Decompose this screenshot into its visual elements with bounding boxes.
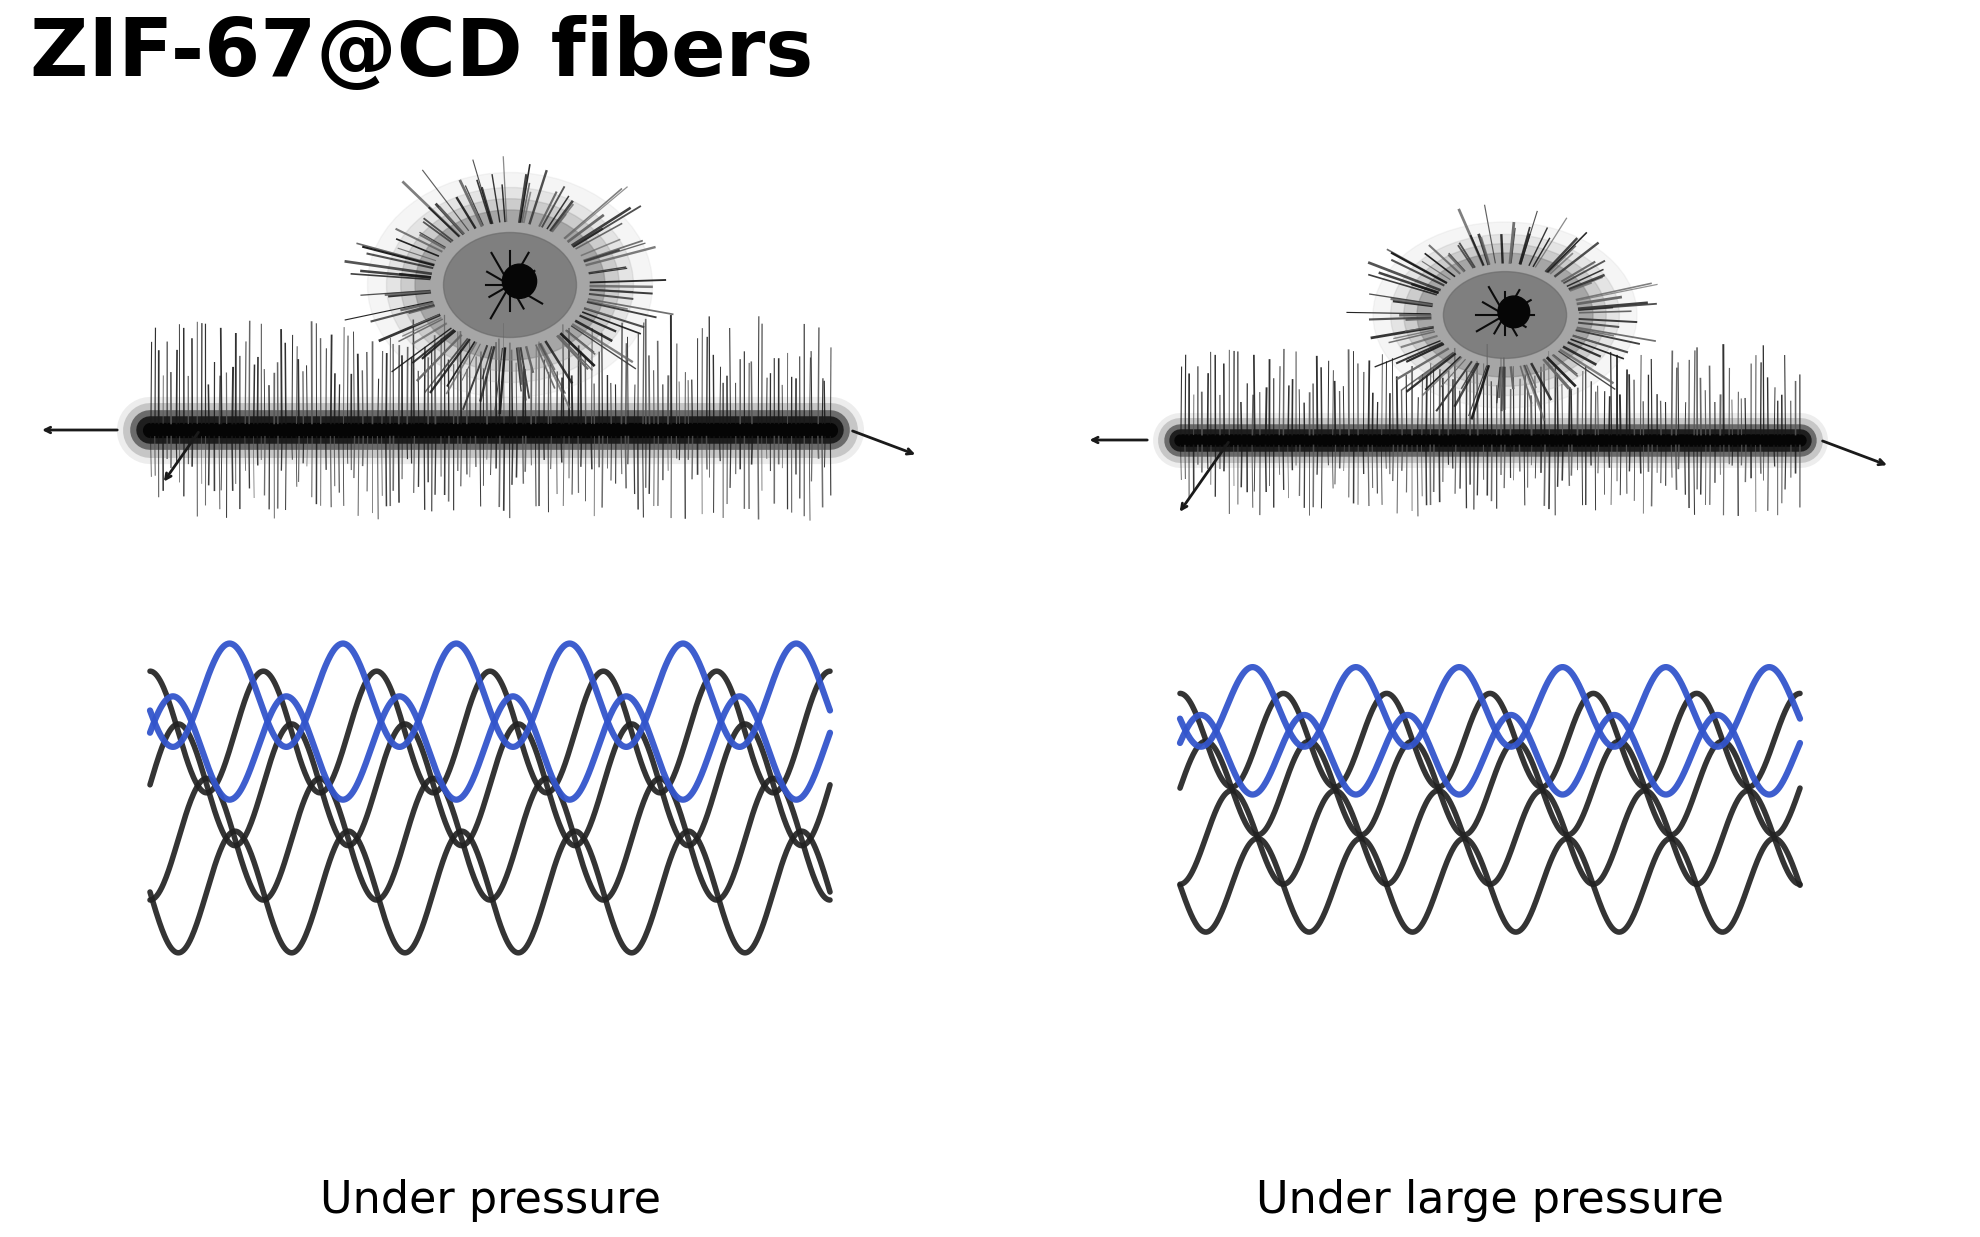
Ellipse shape xyxy=(1443,272,1566,359)
Ellipse shape xyxy=(1372,221,1637,408)
Ellipse shape xyxy=(386,188,634,382)
Text: Under large pressure: Under large pressure xyxy=(1255,1179,1725,1222)
Ellipse shape xyxy=(400,199,620,371)
Circle shape xyxy=(503,265,537,298)
Ellipse shape xyxy=(1418,254,1594,377)
Circle shape xyxy=(1499,296,1531,328)
Ellipse shape xyxy=(416,210,606,360)
Ellipse shape xyxy=(368,172,653,397)
Text: Under pressure: Under pressure xyxy=(319,1179,661,1222)
Text: ZIF-67@CD fibers: ZIF-67@CD fibers xyxy=(30,15,814,93)
Ellipse shape xyxy=(1390,234,1620,396)
Ellipse shape xyxy=(444,233,576,338)
Ellipse shape xyxy=(1404,244,1606,386)
